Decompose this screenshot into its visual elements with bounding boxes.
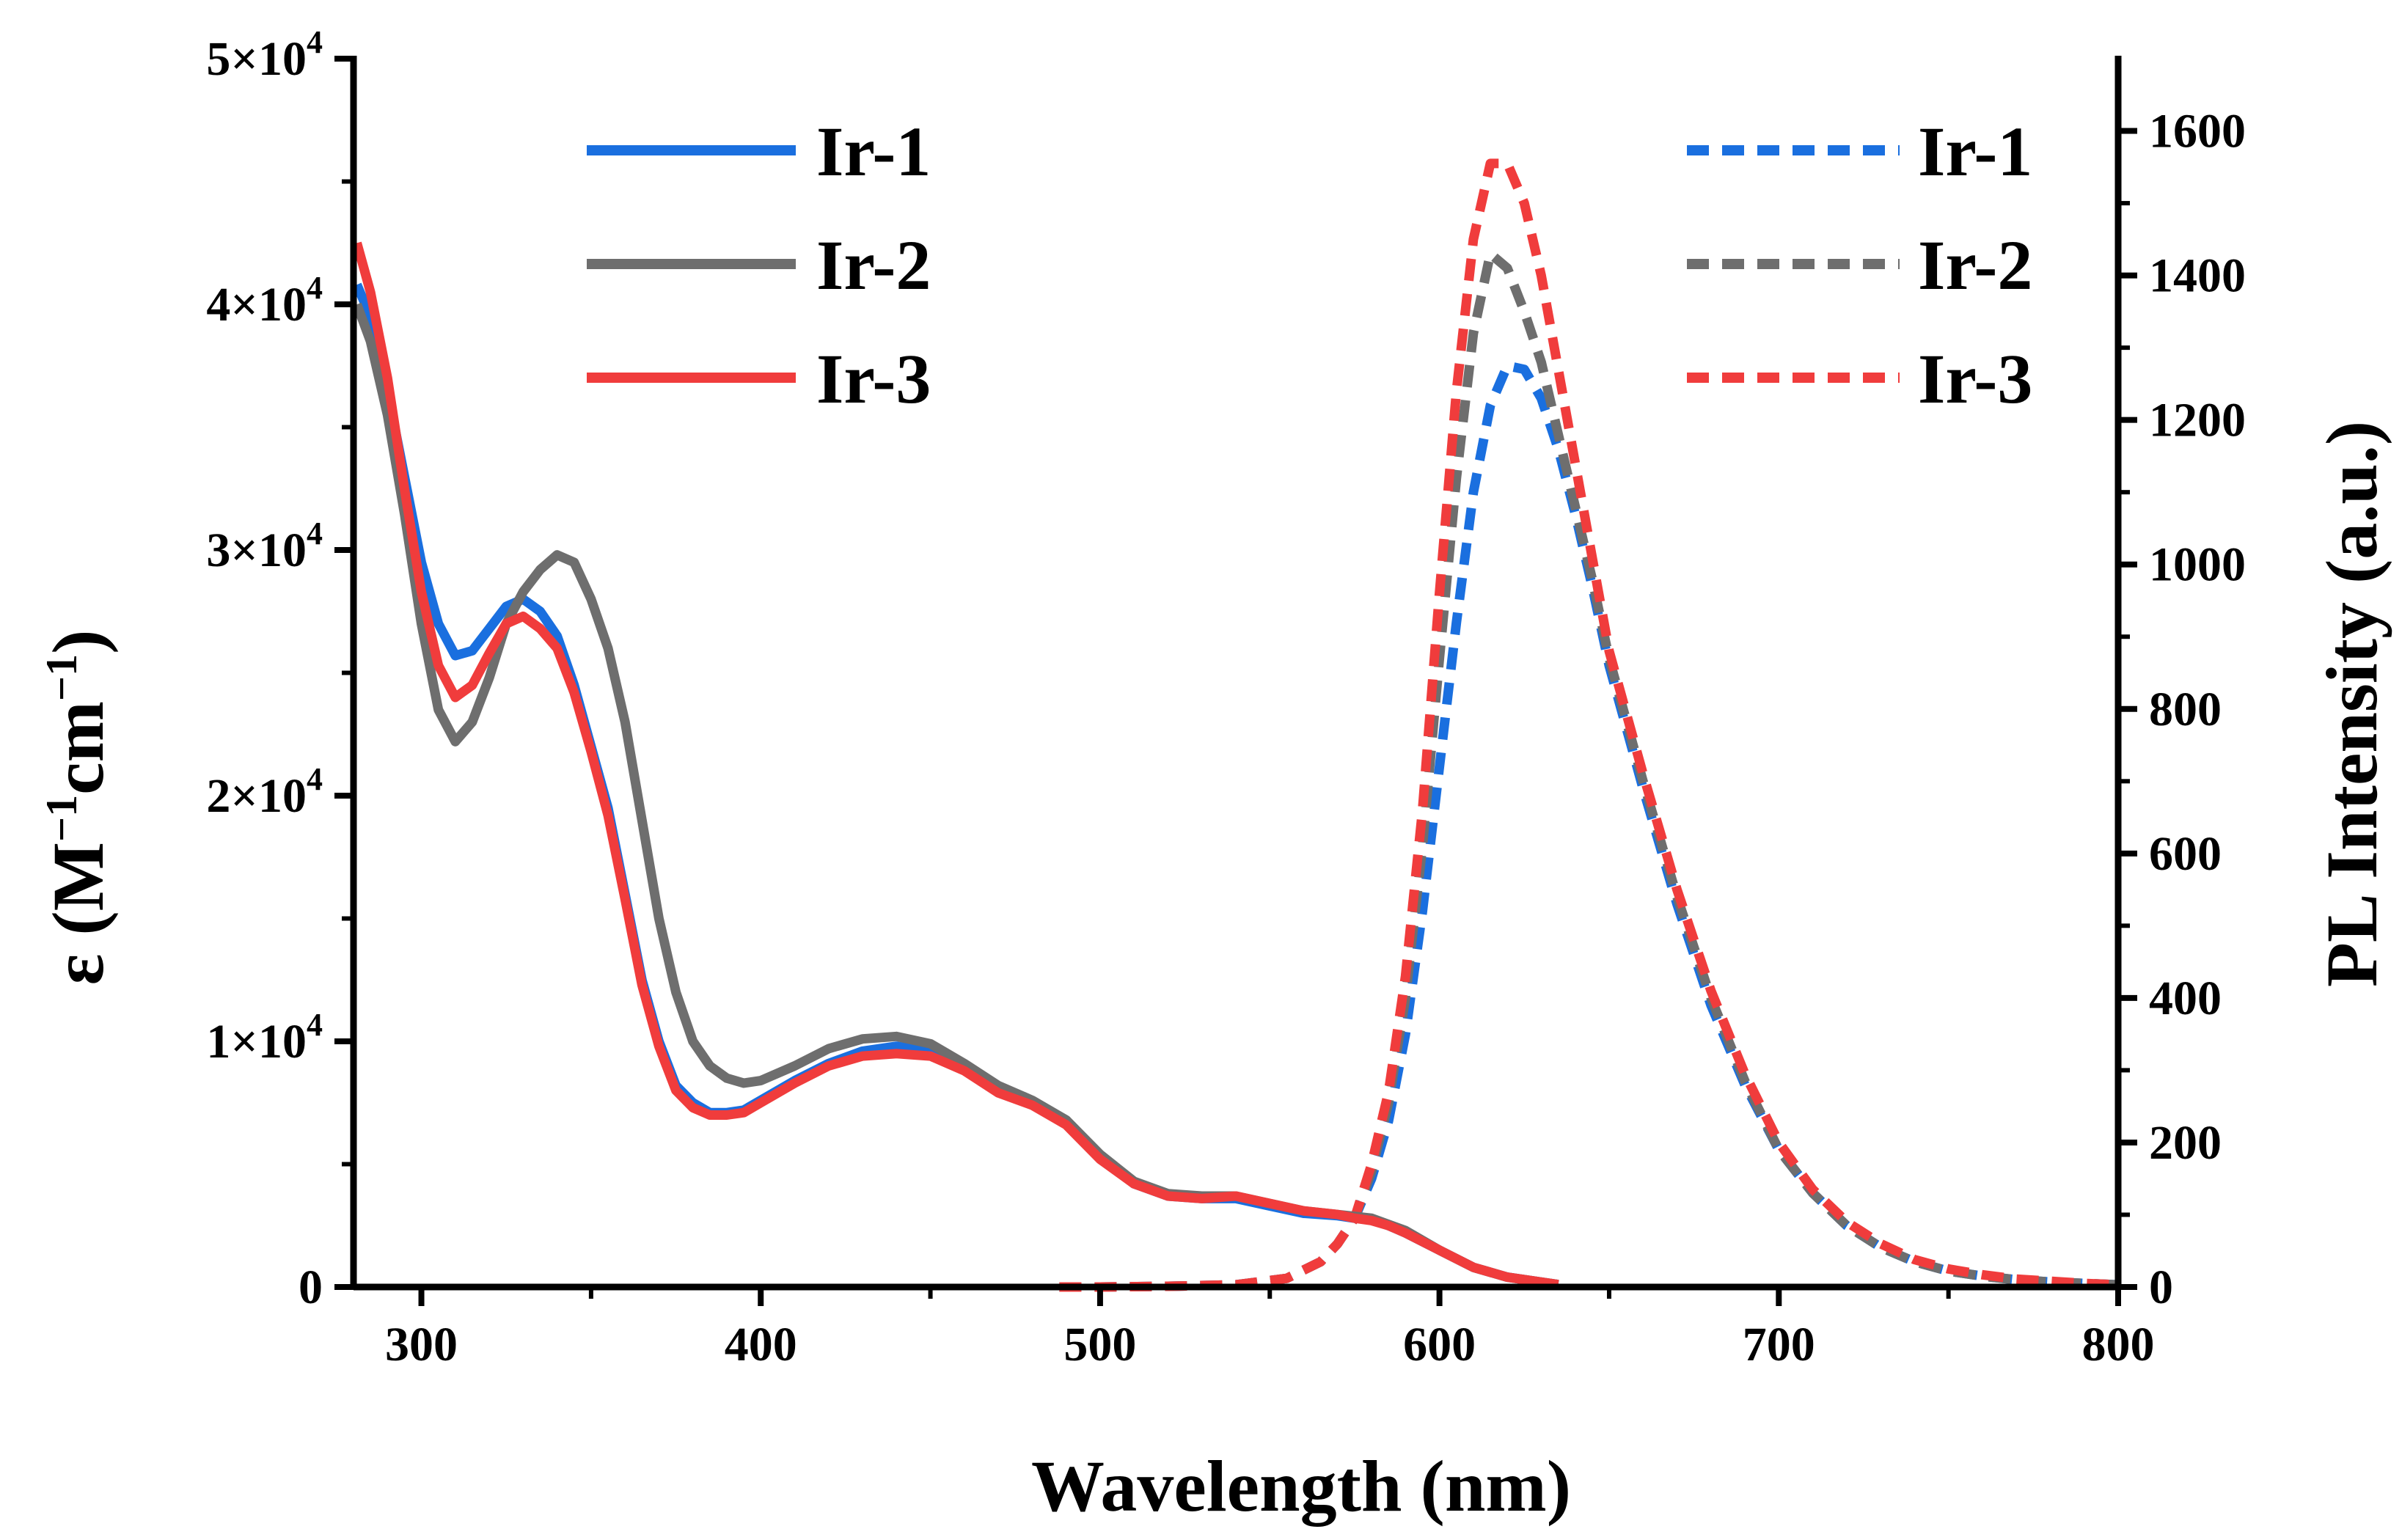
emission-line-ir-3 bbox=[1059, 158, 2119, 1292]
y-right-tick-label: 400 bbox=[2149, 972, 2222, 1025]
x-tick-label: 400 bbox=[725, 1318, 797, 1371]
legend-label-emission-ir-1: Ir-1 bbox=[1918, 112, 2032, 191]
legend-label-emission-ir-2: Ir-2 bbox=[1918, 226, 2032, 304]
x-tick-label: 500 bbox=[1063, 1318, 1136, 1371]
y-right-tick-label: 1200 bbox=[2149, 394, 2246, 447]
y-right-tick-label: 0 bbox=[2149, 1261, 2173, 1314]
y-right-tick-label: 1400 bbox=[2149, 249, 2246, 303]
x-tick-label: 700 bbox=[1743, 1318, 1815, 1371]
y-left-tick-label: 0 bbox=[299, 1261, 323, 1314]
legend-label-emission-ir-3: Ir-3 bbox=[1918, 340, 2032, 418]
y-axis-title-left: ε (M−1cm−1) bbox=[37, 630, 119, 986]
y-right-tick-label: 200 bbox=[2149, 1116, 2222, 1170]
legend-label-absorption-ir-1: Ir-1 bbox=[816, 112, 931, 191]
x-tick-label: 800 bbox=[2082, 1318, 2155, 1371]
y-right-tick-label: 1600 bbox=[2149, 105, 2246, 158]
absorption-line-ir-3 bbox=[352, 241, 1559, 1290]
x-tick-label: 600 bbox=[1403, 1318, 1476, 1371]
axis-layer: 300 400 500 600 700 80001×1042×1043×1044×1045… bbox=[206, 24, 2246, 1371]
y-left-tick-label: 4×104 bbox=[206, 270, 323, 331]
x-tick-label: 300 bbox=[385, 1318, 458, 1371]
y-right-tick-label: 1000 bbox=[2149, 538, 2246, 592]
y-axis-title-right: PL Intensity (a.u.) bbox=[2311, 421, 2392, 987]
legend-layer: Ir-1 Ir-2 Ir-3 Ir-1 Ir-2 Ir-3 bbox=[587, 112, 2032, 418]
series-layer bbox=[352, 158, 2119, 1292]
y-right-tick-label: 600 bbox=[2149, 827, 2222, 881]
y-left-tick-label: 2×104 bbox=[206, 761, 323, 823]
x-axis-title: Wavelength (nm) bbox=[1031, 1445, 1571, 1527]
y-right-tick-label: 800 bbox=[2149, 683, 2222, 736]
y-left-tick-label: 5×104 bbox=[206, 24, 323, 86]
y-left-tick-label: 3×104 bbox=[206, 516, 323, 577]
emission-line-ir-1 bbox=[1059, 361, 2119, 1292]
legend-label-absorption-ir-2: Ir-2 bbox=[816, 226, 931, 304]
legend-label-absorption-ir-3: Ir-3 bbox=[816, 340, 931, 418]
y-left-tick-label: 1×104 bbox=[206, 1007, 323, 1068]
